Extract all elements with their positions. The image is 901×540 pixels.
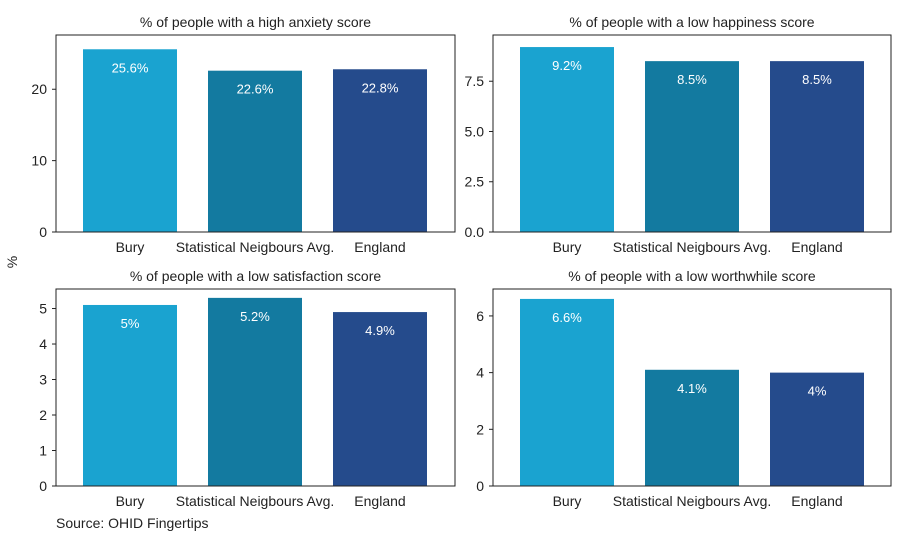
chart-panel-2: % of people with a low happiness score 9.… bbox=[465, 14, 892, 255]
bar bbox=[520, 47, 614, 233]
data-label: 5% bbox=[121, 316, 140, 331]
bar bbox=[520, 298, 614, 486]
x-tick-label: Statistical Neigbours Avg. bbox=[176, 239, 335, 255]
plot-frame bbox=[55, 34, 456, 233]
y-tick-label: 0 bbox=[39, 478, 47, 494]
bar bbox=[645, 61, 739, 232]
bar bbox=[333, 312, 427, 486]
data-label: 9.2% bbox=[552, 58, 582, 73]
data-label: 22.6% bbox=[237, 82, 274, 97]
bar bbox=[208, 70, 302, 232]
chart-panel-1: % of people with a high anxiety score 25.… bbox=[31, 14, 456, 255]
x-tick-label: Bury bbox=[553, 239, 582, 255]
chart-panel-4: % of people with a low worthwhile score 6… bbox=[476, 268, 892, 509]
data-label: 5.2% bbox=[240, 309, 270, 324]
x-tick-label: Statistical Neigbours Avg. bbox=[613, 239, 772, 255]
x-tick-label: Statistical Neigbours Avg. bbox=[613, 493, 772, 509]
chart-title: % of people with a high anxiety score bbox=[140, 14, 371, 30]
data-label: 4.1% bbox=[677, 381, 707, 396]
data-label: 6.6% bbox=[552, 310, 582, 325]
x-tick-label: Statistical Neigbours Avg. bbox=[176, 493, 335, 509]
bar bbox=[83, 304, 177, 486]
x-tick-label: England bbox=[791, 493, 842, 509]
y-tick-label: 4 bbox=[476, 365, 484, 381]
y-tick-label: 1 bbox=[39, 443, 47, 459]
y-tick-label: 5 bbox=[39, 301, 47, 317]
x-tick-label: Bury bbox=[116, 493, 145, 509]
chart-panels: % of people with a high anxiety score25.… bbox=[31, 14, 892, 509]
x-tick-label: England bbox=[354, 493, 405, 509]
data-label: 8.5% bbox=[677, 72, 707, 87]
y-axis-label: % bbox=[4, 256, 20, 268]
x-tick-label: England bbox=[791, 239, 842, 255]
source-note: Source: OHID Fingertips bbox=[56, 515, 209, 531]
y-tick-label: 4 bbox=[39, 336, 47, 352]
y-tick-label: 2.5 bbox=[465, 174, 485, 190]
plot-frame bbox=[55, 288, 456, 487]
y-tick-label: 2 bbox=[476, 421, 484, 437]
bar bbox=[645, 369, 739, 486]
y-tick-label: 0 bbox=[476, 478, 484, 494]
bar bbox=[770, 372, 864, 486]
bar bbox=[208, 297, 302, 486]
bar bbox=[333, 69, 427, 233]
y-tick-label: 3 bbox=[39, 372, 47, 388]
data-label: 8.5% bbox=[802, 72, 832, 87]
data-label: 4.9% bbox=[365, 323, 395, 338]
x-tick-label: Bury bbox=[116, 239, 145, 255]
data-label: 25.6% bbox=[112, 60, 149, 75]
y-tick-label: 5.0 bbox=[465, 123, 485, 139]
y-tick-label: 20 bbox=[31, 81, 47, 97]
chart-panel-3: % of people with a low satisfaction scor… bbox=[39, 268, 456, 509]
y-tick-label: 7.5 bbox=[465, 73, 485, 89]
plot-frame bbox=[492, 288, 892, 487]
chart-title: % of people with a low worthwhile score bbox=[568, 268, 816, 284]
data-label: 4% bbox=[808, 384, 827, 399]
y-tick-label: 10 bbox=[31, 153, 47, 169]
chart-title: % of people with a low satisfaction scor… bbox=[130, 268, 382, 284]
y-tick-label: 0 bbox=[39, 224, 47, 240]
bar bbox=[83, 49, 177, 233]
x-tick-label: Bury bbox=[553, 493, 582, 509]
chart-title: % of people with a low happiness score bbox=[569, 14, 814, 30]
bar bbox=[770, 61, 864, 232]
y-tick-label: 0.0 bbox=[465, 224, 485, 240]
plot-frame bbox=[492, 34, 892, 233]
y-tick-label: 6 bbox=[476, 308, 484, 324]
y-tick-label: 2 bbox=[39, 407, 47, 423]
x-tick-label: England bbox=[354, 239, 405, 255]
data-label: 22.8% bbox=[362, 80, 399, 95]
